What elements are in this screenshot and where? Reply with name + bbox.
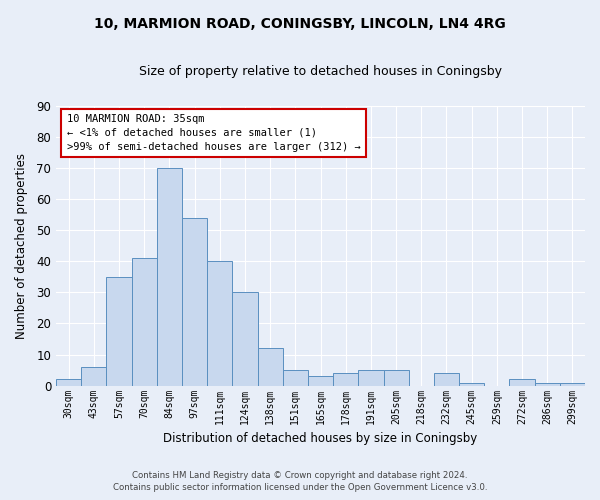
- Bar: [81, 367, 106, 386]
- Bar: [509, 380, 535, 386]
- Bar: [308, 376, 333, 386]
- Bar: [106, 276, 131, 386]
- Bar: [157, 168, 182, 386]
- Bar: [56, 380, 81, 386]
- Text: Contains HM Land Registry data © Crown copyright and database right 2024.
Contai: Contains HM Land Registry data © Crown c…: [113, 471, 487, 492]
- Title: Size of property relative to detached houses in Coningsby: Size of property relative to detached ho…: [139, 65, 502, 78]
- Bar: [232, 292, 257, 386]
- Bar: [333, 373, 358, 386]
- Y-axis label: Number of detached properties: Number of detached properties: [15, 152, 28, 338]
- Bar: [434, 373, 459, 386]
- X-axis label: Distribution of detached houses by size in Coningsby: Distribution of detached houses by size …: [163, 432, 478, 445]
- Bar: [459, 382, 484, 386]
- Bar: [131, 258, 157, 386]
- Bar: [207, 261, 232, 386]
- Bar: [535, 382, 560, 386]
- Bar: [257, 348, 283, 386]
- Bar: [560, 382, 585, 386]
- Bar: [383, 370, 409, 386]
- Text: 10 MARMION ROAD: 35sqm
← <1% of detached houses are smaller (1)
>99% of semi-det: 10 MARMION ROAD: 35sqm ← <1% of detached…: [67, 114, 361, 152]
- Bar: [182, 218, 207, 386]
- Text: 10, MARMION ROAD, CONINGSBY, LINCOLN, LN4 4RG: 10, MARMION ROAD, CONINGSBY, LINCOLN, LN…: [94, 18, 506, 32]
- Bar: [358, 370, 383, 386]
- Bar: [283, 370, 308, 386]
